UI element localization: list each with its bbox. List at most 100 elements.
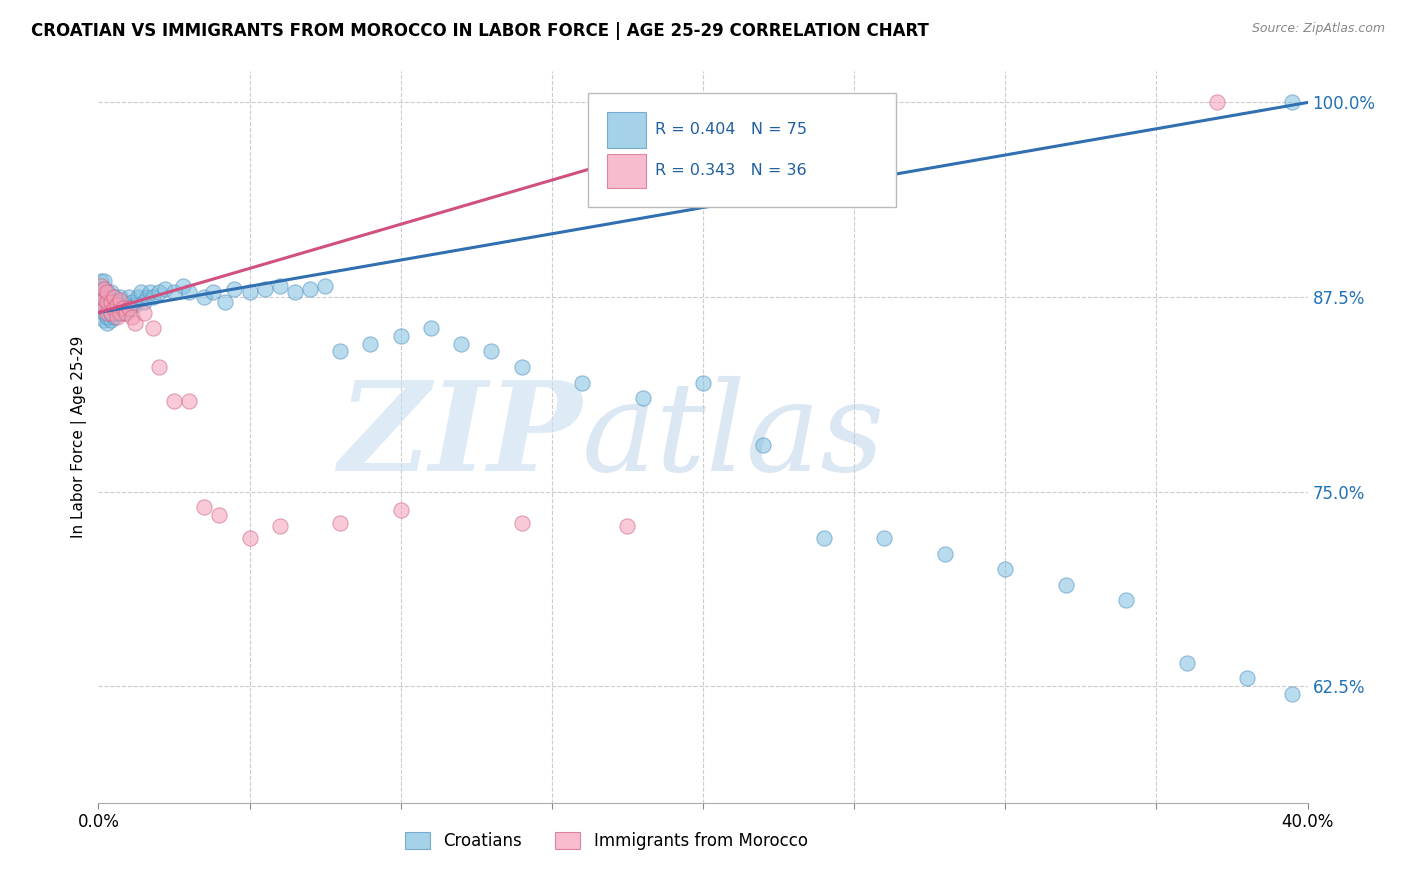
- Point: [284, 285, 307, 300]
- Point: [96, 317, 118, 331]
- Point: [108, 293, 131, 307]
- Point: [153, 282, 176, 296]
- Point: [111, 305, 134, 319]
- Text: R = 0.343   N = 36: R = 0.343 N = 36: [655, 162, 806, 178]
- Point: [100, 305, 122, 319]
- Point: [631, 391, 654, 405]
- Point: [103, 290, 125, 304]
- Point: [111, 294, 134, 309]
- Point: [329, 516, 352, 530]
- Point: [90, 290, 112, 304]
- Point: [420, 321, 443, 335]
- Point: [239, 531, 262, 545]
- Point: [90, 282, 112, 296]
- Point: [360, 336, 382, 351]
- Point: [193, 500, 215, 515]
- Point: [93, 282, 115, 296]
- Point: [132, 305, 155, 319]
- Point: [108, 301, 131, 315]
- Point: [142, 290, 165, 304]
- Point: [1115, 593, 1137, 607]
- Point: [253, 282, 276, 296]
- Point: [214, 294, 236, 309]
- Point: [93, 298, 115, 312]
- Point: [124, 298, 146, 312]
- Point: [121, 294, 143, 309]
- Point: [1281, 95, 1303, 110]
- Point: [148, 285, 170, 300]
- Point: [103, 301, 125, 315]
- Point: [132, 294, 155, 309]
- Point: [118, 301, 141, 315]
- Point: [163, 394, 186, 409]
- Point: [179, 285, 201, 300]
- FancyBboxPatch shape: [588, 94, 897, 207]
- Point: [127, 290, 149, 304]
- Point: [100, 294, 122, 309]
- Point: [616, 518, 638, 533]
- Point: [148, 359, 170, 374]
- Point: [813, 531, 835, 545]
- Point: [208, 508, 231, 522]
- Point: [96, 285, 118, 300]
- Point: [239, 285, 262, 300]
- Point: [93, 290, 115, 304]
- Point: [90, 298, 112, 312]
- Point: [269, 279, 291, 293]
- Point: [100, 285, 122, 300]
- Point: [105, 305, 128, 319]
- Point: [389, 503, 412, 517]
- Point: [1175, 656, 1198, 670]
- Point: [93, 305, 115, 319]
- Text: atlas: atlas: [582, 376, 886, 498]
- Point: [100, 298, 122, 312]
- Point: [752, 438, 775, 452]
- Point: [96, 294, 118, 309]
- Point: [224, 282, 246, 296]
- Point: [103, 290, 125, 304]
- Point: [873, 531, 896, 545]
- Point: [269, 518, 291, 533]
- Point: [1281, 687, 1303, 701]
- Point: [93, 313, 115, 327]
- Point: [96, 310, 118, 325]
- Point: [90, 275, 112, 289]
- Point: [481, 344, 503, 359]
- Point: [105, 298, 128, 312]
- Point: [329, 344, 352, 359]
- Y-axis label: In Labor Force | Age 25-29: In Labor Force | Age 25-29: [72, 336, 87, 538]
- Legend: Croatians, Immigrants from Morocco: Croatians, Immigrants from Morocco: [398, 825, 814, 856]
- Point: [179, 394, 201, 409]
- Point: [93, 301, 115, 315]
- FancyBboxPatch shape: [607, 112, 647, 148]
- Point: [93, 282, 115, 296]
- Point: [90, 288, 112, 302]
- Point: [934, 547, 956, 561]
- Point: [193, 290, 215, 304]
- Text: ZIP: ZIP: [339, 376, 582, 498]
- Point: [202, 285, 225, 300]
- Point: [100, 313, 122, 327]
- Point: [111, 301, 134, 315]
- Point: [121, 310, 143, 325]
- Point: [571, 376, 593, 390]
- Point: [93, 292, 115, 306]
- Point: [118, 290, 141, 304]
- Point: [1206, 95, 1229, 110]
- Point: [96, 285, 118, 300]
- Point: [163, 285, 186, 300]
- Point: [108, 290, 131, 304]
- Point: [314, 279, 336, 293]
- Text: CROATIAN VS IMMIGRANTS FROM MOROCCO IN LABOR FORCE | AGE 25-29 CORRELATION CHART: CROATIAN VS IMMIGRANTS FROM MOROCCO IN L…: [31, 22, 929, 40]
- Point: [96, 305, 118, 319]
- Point: [96, 301, 118, 315]
- Text: R = 0.404   N = 75: R = 0.404 N = 75: [655, 122, 807, 137]
- Point: [135, 290, 157, 304]
- Point: [129, 285, 152, 300]
- Point: [100, 305, 122, 319]
- Point: [510, 516, 533, 530]
- Point: [389, 329, 412, 343]
- Point: [1054, 578, 1077, 592]
- Point: [118, 301, 141, 315]
- Point: [103, 301, 125, 315]
